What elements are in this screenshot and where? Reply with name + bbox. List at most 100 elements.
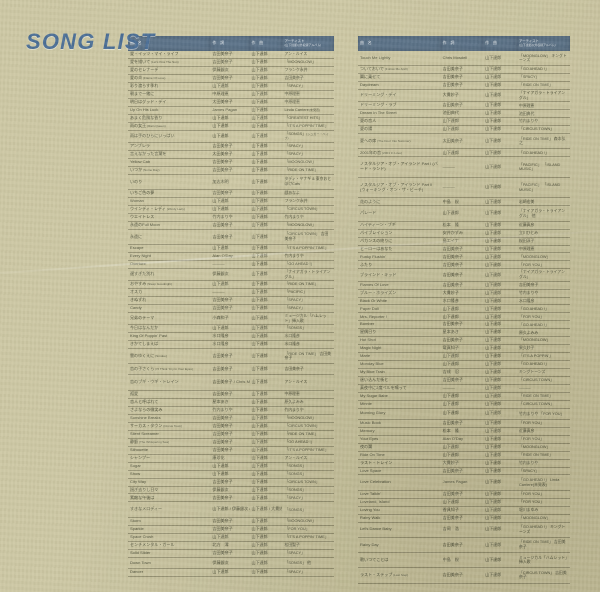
cell-composer: 山下達郎 [249,568,283,577]
cell-song-title: きぬずれ [128,296,211,306]
cell-composer: 山下達郎 [483,328,517,338]
cell-lyricist: 山下達郎 [210,122,250,131]
cell-lyricist: 太田美奈子 [210,98,250,107]
cell-lyricist: 吉田美奈子 [440,514,484,523]
table-row: ラスト・トレイン 大貫妙子 山下達郎 竹内まりや [358,459,570,468]
cell-song-title: 素敵な午後は [128,493,211,503]
table-row: 星偶日り 星本あき 山下達郎 原久よみみ [358,328,570,338]
cell-song-title: 過ぎ去りし日々 [128,486,211,495]
table-row: 翼に乗せて 吉田美奈子 山下達郎 「SPACY」 [358,73,570,83]
cell-song-title: Loveland, Island [358,498,441,507]
cell-lyricist: 伊藤銀次 [210,557,250,569]
cell-lyricist: 吉田美奈子 [440,245,484,254]
cell-composer: 山下達郎 [483,384,517,393]
cell-lyricist: 吉田美奈子 [440,281,484,290]
cell-lyricist: 伊藤銀次 [210,268,250,282]
table-row: あまく危険な香り 山下達郎 山下達郎 「GREATEST HITS」 [128,114,334,123]
cell-artist: 「PACIFIC」 「ISLAND MUSIC」 [516,177,570,199]
cell-song-title: 雨は手のひらにいっぱい [128,130,211,144]
table-row: ふたり 吉田美奈子 山下達郎 「FOR YOU」 [358,260,570,270]
table-row: おやすみ (Sleep Goodnight) 山下達郎 山下達郎 「RIDE ON T… [128,280,334,290]
column-header-composer: 作 曲 [483,36,517,51]
cell-song-title: 恋の子さくら (I'll Think 'Cry In Your Eyes) [128,363,211,376]
cell-artist: 「SPACY」 [282,304,334,313]
cell-lyricist: 山下達郎 [210,197,250,206]
cell-song-title: Loving You [358,506,441,515]
cell-composer: 山下達郎 [249,462,283,471]
cell-song-title: いつか (Some Day) [128,166,211,175]
cell-artist: 「GO AHEAD !」 Linda Carriere(未発表) [516,474,570,491]
cell-song-title: ヒーローはあなた [358,245,441,254]
cell-composer: 山下達郎 [483,281,517,290]
cell-composer: 山下達郎 [249,363,283,376]
cell-composer: 山下達郎 [249,533,283,543]
cell-composer: 山下達郎 [249,398,283,407]
cell-artist: 「CIRCUS TOWN」 吉田美奈子 [282,229,334,246]
cell-song-title: 歌いつてことは [358,552,441,569]
table-row: Bomber 吉田美奈子 山下達郎 「GO AHEAD !」 [358,320,570,330]
table-row: Loveland, Island 山下達郎 山下達郎 「FOR YOU」 [358,498,570,507]
cell-lyricist: 吉田美奈子 [440,567,484,584]
cell-composer: 山下達郎 [483,245,517,254]
column-header-lyricist: 作 詞 [210,36,250,51]
cell-artist: アン・ルイス [282,374,334,392]
cell-song-title: Music Book [358,419,441,428]
cell-composer: 山下達郎 [483,467,517,476]
cell-song-title: 雨の女王 (Rain Queen) [128,122,211,131]
cell-composer: 山下達郎 [249,213,283,222]
cell-artist: 「SPACY」 [282,150,334,159]
cell-composer: 山下達郎 [249,454,283,463]
cell-composer: 山下達郎 [483,443,517,452]
cell-lyricist: 山下達郎 [440,408,484,420]
cell-lyricist: 加志木明 [210,174,250,191]
cell-artist: 「IT'S A POPPIN' TIME」 [282,446,334,455]
cell-composer: 山下達郎 [483,260,517,270]
table-row: 永遠のFull Moon 吉田美奈子 山下達郎 「MOONGLOW」 [128,221,334,230]
table-row: 2001年の恋 (2001 In Love) 山下達郎 山下達郎 「GO AHEAD … [358,148,570,158]
cell-artist: 竹内まりや [282,213,334,222]
cell-song-title: 夜の翼 [358,443,441,452]
table-row: 夏の恋人 山下達郎 山下達郎 竹内まりや [358,117,570,127]
cell-song-title: ラスト・トレイン [358,459,441,468]
cell-lyricist: 吉田美奈子 [210,348,250,365]
cell-song-title: 彩り渡らす季れ [128,82,211,91]
cell-song-title: 愛を描いて (Let's Kiss The Sun) [128,58,211,67]
cell-lyricist: 大貫妙子 [440,89,484,103]
cell-song-title: ハイティーン・ブギ [358,221,441,230]
cell-lyricist: 山下達郎 [440,443,484,452]
table-row: Solid Slider 吉田美奈子 山下達郎 「SPACY」 [128,549,334,558]
table-row: Let's Dance Baby 吉岡 浩山下達郎 「GO AHEAD !」 キング… [358,522,570,538]
cell-song-title: すきなメロディー [128,501,211,519]
table-header-right: 曲 名 作 詞 作 曲 アーティスト (山下達郎以外収録アルバム) [358,36,570,51]
cell-artist: 「SPACY」 [516,73,570,83]
cell-lyricist: 山下達郎 [210,205,250,214]
song-title-romanization: (Let's Kiss The Sun) [150,60,179,65]
cell-lyricist: 吉田美奈子 [210,296,250,306]
cell-artist: 「GO AHEAD !」 [516,148,570,158]
table-row: Love Talkin' 吉田美奈子 山下達郎 「FOR YOU」 [358,490,570,499]
cell-artist: 「MOONGLOW」 [516,443,570,452]
cell-composer: 山下達郎 [483,344,517,354]
cell-song-title: Storm [128,517,211,527]
cell-artist: 原久よみみ [282,398,334,407]
table-row: Space Crush 山下達郎 山下達郎 「IT'S A POPPIN' TIME」 [128,533,334,543]
cell-artist: 岩崎宏美 [516,197,570,207]
cell-artist: 「MOONGLOW」 キングトーンズ [516,51,570,67]
cell-lyricist: James Pagan [440,474,484,491]
cell-lyricist: ——— [440,177,484,199]
cell-composer: 山下達郎 [483,400,517,409]
cell-composer: 山下達郎 [483,148,517,158]
cell-artist: 「IT'S A POPPIN' TIME」 [282,533,334,543]
cell-artist: 立川ひとみ [516,229,570,238]
cell-lyricist: ——— [210,288,250,298]
cell-composer: 山下達郎 [249,189,283,199]
cell-lyricist: 吉田美奈子 [210,363,250,376]
cell-composer: 山下達郎 [249,348,283,365]
table-row: ドリーミング・デイ 大貫妙子 山下達郎 「ナイアガラ・トライアングル」 [358,89,570,103]
cell-lyricist: 松本 隆 [440,427,484,436]
song-title-romanization: (Smoke) [154,353,167,358]
table-row: Ride On Time 山下達郎 山下達郎 「RIDE ON TIME」 [358,451,570,460]
cell-song-title: さよならの微笑み [128,406,211,415]
cell-artist: 「SPACY」 [516,467,570,476]
cell-song-title: ウエイトレス [128,213,211,222]
